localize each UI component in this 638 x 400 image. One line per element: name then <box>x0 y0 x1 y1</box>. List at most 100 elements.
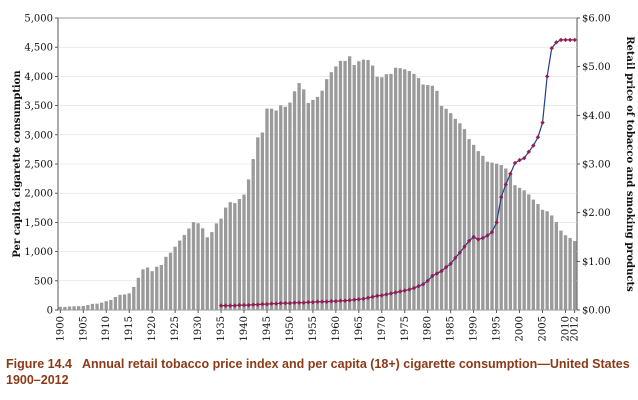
consumption-bar <box>242 194 246 310</box>
consumption-bar <box>504 168 508 310</box>
consumption-bar <box>164 256 168 310</box>
price-marker <box>287 300 293 306</box>
figure-caption: Figure 14.4 Annual retail tobacco price i… <box>6 356 632 388</box>
left-axis-ticks: 0 500 1,000 1,500 2,000 2,500 3,000 3,500 4,000 4… <box>24 14 58 317</box>
consumption-bar <box>58 306 62 310</box>
price-marker <box>352 297 357 302</box>
price-marker <box>310 300 316 305</box>
consumption-bar <box>246 179 251 310</box>
consumption-bar <box>366 60 370 310</box>
right-axis-ticks: $0.00 $1.00 $2.00 $3.00 $4.00 $5.00 $6.00 <box>577 14 611 317</box>
consumption-bar <box>136 277 141 310</box>
consumption-bar <box>398 68 402 310</box>
consumption-bar <box>435 90 439 310</box>
price-marker <box>535 135 541 140</box>
price-marker <box>531 143 536 148</box>
right-axis-title: Retail price of tobacco and smoking prod… <box>624 36 635 292</box>
x-tick-label: 1960 <box>331 316 342 341</box>
price-marker <box>388 291 394 296</box>
x-tick-label: 2005 <box>538 316 549 341</box>
x-tick-label: 1945 <box>262 316 273 341</box>
consumption-bar <box>81 305 85 310</box>
left-tick-label: 5,000 <box>24 14 53 25</box>
consumption-bar <box>155 266 159 310</box>
price-marker <box>264 301 270 307</box>
right-tick-label: $3.00 <box>582 160 611 171</box>
consumption-bar <box>426 85 430 310</box>
consumption-bar <box>458 123 462 310</box>
consumption-bar <box>513 185 517 310</box>
price-marker <box>572 37 577 43</box>
price-marker <box>549 45 554 51</box>
price-marker <box>466 238 472 244</box>
consumption-bar <box>127 293 131 310</box>
price-marker <box>554 40 559 45</box>
consumption-bar <box>481 155 485 310</box>
left-tick-label: 2,500 <box>24 160 53 171</box>
price-marker <box>397 289 403 294</box>
price-marker <box>347 298 352 303</box>
consumption-bar <box>223 207 228 310</box>
consumption-bar <box>343 60 347 310</box>
price-marker <box>306 300 311 305</box>
price-marker <box>255 302 260 307</box>
price-marker <box>375 293 380 299</box>
price-marker <box>338 298 343 303</box>
price-marker <box>503 182 509 187</box>
consumption-bar <box>430 85 434 311</box>
x-tick-label: 1935 <box>216 316 227 341</box>
price-marker <box>278 300 283 306</box>
price-marker <box>453 255 458 261</box>
price-marker <box>250 302 256 307</box>
consumption-bar <box>554 222 558 310</box>
price-marker <box>462 244 467 249</box>
consumption-bar <box>320 90 324 311</box>
x-tick-label: 1940 <box>239 316 250 341</box>
consumption-bar <box>449 113 453 310</box>
consumption-bar <box>563 235 568 310</box>
price-marker <box>333 299 339 304</box>
x-tick-label: 2010 <box>561 316 572 341</box>
consumption-bar <box>416 78 421 311</box>
consumption-bar <box>536 204 540 310</box>
consumption-bar <box>122 294 127 310</box>
left-tick-label: 4,000 <box>24 72 53 83</box>
left-tick-label: 1,000 <box>24 247 53 258</box>
consumption-bar <box>573 241 577 310</box>
consumption-bar <box>444 108 448 310</box>
x-tick-label: 1900 <box>55 316 66 341</box>
consumption-bar <box>472 144 476 310</box>
price-marker <box>563 37 568 43</box>
figure-label: Figure 14.4 <box>6 357 72 371</box>
consumption-bar <box>274 110 278 310</box>
price-marker <box>457 250 463 255</box>
consumption-bar <box>508 174 513 310</box>
consumption-bar <box>113 296 118 310</box>
price-marker <box>448 261 453 266</box>
price-marker <box>319 299 325 304</box>
left-axis-title: Per capita cigarette consumption <box>12 70 23 258</box>
consumption-bar <box>439 105 444 310</box>
consumption-bars <box>58 56 577 311</box>
consumption-bar <box>196 223 200 310</box>
x-axis-ticks: 1900 1905 1910 1915 1920 1925 1930 1935 1940 1945… <box>55 310 581 341</box>
price-marker <box>471 234 476 240</box>
consumption-bar <box>233 203 237 310</box>
price-marker <box>521 155 527 161</box>
consumption-bar <box>173 246 177 310</box>
consumption-bar <box>517 187 522 310</box>
price-marker <box>411 285 417 291</box>
consumption-bar <box>370 65 375 310</box>
price-marker <box>476 237 481 242</box>
price-marker <box>434 271 440 276</box>
price-marker <box>430 273 435 279</box>
price-marker <box>402 288 407 293</box>
consumption-bar <box>86 304 90 310</box>
consumption-bar <box>302 89 306 310</box>
figure-caption-text: Annual retail tobacco price index and pe… <box>6 357 630 387</box>
price-marker <box>301 300 306 305</box>
left-tick-label: 500 <box>34 276 53 287</box>
price-marker <box>237 302 242 308</box>
right-tick-label: $5.00 <box>582 62 611 73</box>
price-marker <box>246 302 251 308</box>
